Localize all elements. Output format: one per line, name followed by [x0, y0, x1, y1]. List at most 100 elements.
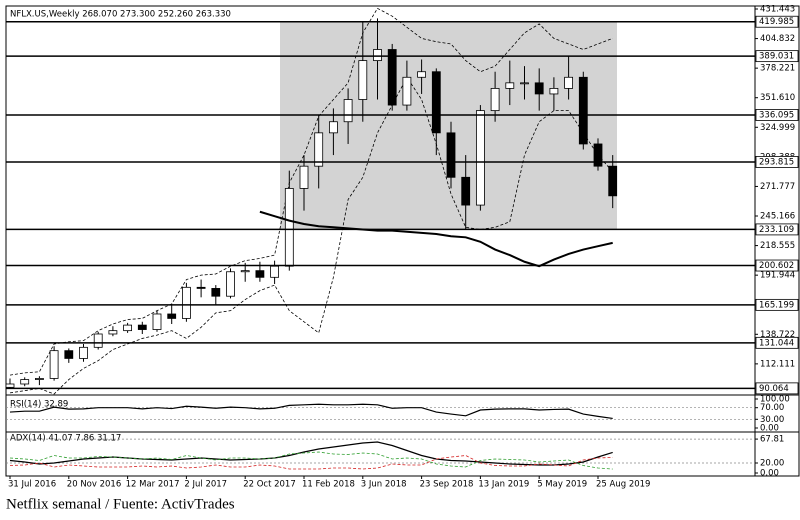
candle-body [328, 121, 338, 134]
x-tick-label: 12 Mar 2017 [126, 480, 180, 490]
y-tick-label: 218.555 [760, 241, 795, 251]
line-series [9, 76, 614, 395]
y-tick-label: 100.00 [760, 395, 790, 405]
x-tick-label: 22 Oct 2017 [243, 480, 296, 490]
candle-body [593, 143, 603, 167]
candle-body [240, 270, 250, 273]
x-tick-label: 20 Nov 2016 [67, 480, 121, 490]
candle-body [299, 165, 309, 189]
y-tick-label: 271.777 [760, 182, 795, 192]
level-label: 165.199 [759, 300, 794, 310]
level-label: 90.064 [759, 384, 789, 394]
candle-body [402, 76, 412, 106]
level-label-box [755, 259, 799, 272]
y-tick-label: 70.00 [760, 403, 784, 413]
level-label-box [755, 109, 799, 121]
candle-body [64, 350, 74, 359]
candle-body [475, 110, 485, 206]
line-series [9, 455, 613, 470]
candle-body [108, 330, 118, 335]
y-tick-label: 67.81 [760, 435, 784, 445]
level-label: 293.815 [759, 157, 794, 167]
y-tick-label: 324.999 [760, 123, 795, 133]
level-label: 389.031 [759, 52, 794, 62]
candle-body [123, 324, 132, 332]
y-tick-label: 0.00 [760, 469, 779, 479]
candle-body [534, 82, 544, 95]
candle-body [49, 350, 59, 379]
x-tick-label: 13 Jan 2019 [478, 480, 529, 490]
level-label-box [755, 336, 799, 349]
x-tick-label: 25 Aug 2019 [596, 480, 650, 490]
candle-body [446, 132, 456, 178]
x-tick-label: 23 Sep 2018 [420, 480, 474, 490]
candle-body [5, 383, 15, 388]
level-label-box [755, 156, 799, 168]
candle-body [343, 99, 353, 123]
x-tick-label: 5 May 2019 [537, 480, 587, 490]
candle-body [505, 82, 515, 89]
panel-title: NFLX.US,Weekly 268.070 273.300 252.260 2… [10, 10, 231, 20]
x-tick-label: 2 Jul 2017 [184, 480, 227, 490]
candle-body [196, 286, 206, 289]
line-series [9, 451, 613, 470]
candle-body [608, 165, 618, 197]
candle-body [578, 76, 588, 145]
candle-body [490, 87, 500, 112]
level-label: 233.109 [759, 225, 794, 235]
line-series [259, 210, 613, 268]
candle-body [181, 286, 191, 319]
candle-body [461, 176, 471, 206]
line-series [9, 7, 613, 376]
level-label: 131.044 [759, 338, 794, 348]
candle-body [373, 49, 382, 62]
candle-body [35, 378, 44, 380]
x-tick-label: 3 Jun 2018 [361, 480, 407, 490]
candle-body [564, 76, 573, 89]
level-label-box [755, 298, 799, 311]
level-label-box [755, 15, 799, 28]
candle-body [255, 270, 265, 278]
candle-body [520, 82, 529, 85]
candle-body [387, 49, 397, 106]
line-series [9, 403, 613, 420]
level-label-box [755, 382, 799, 395]
panel-title: RSI(14) 32.89 [10, 400, 68, 410]
candle-body [152, 313, 162, 330]
level-label: 200.602 [759, 261, 794, 271]
level-label-box [755, 50, 799, 63]
y-tick-label: 351.610 [760, 93, 795, 103]
y-tick-label: 112.111 [760, 359, 795, 369]
x-tick-label: 31 Jul 2016 [8, 480, 56, 490]
y-tick-label: 404.832 [760, 34, 795, 44]
candle-body [211, 288, 221, 297]
y-tick-label: 20.00 [760, 459, 784, 469]
y-tick-label: 378.221 [760, 64, 795, 74]
candle-body [79, 346, 88, 359]
candle-body [137, 324, 147, 330]
level-label: 419.985 [759, 17, 794, 27]
candle-body [20, 379, 30, 385]
panel-title: ADX(14) 41.07 7.86 31.17 [10, 434, 121, 444]
candle-body [314, 132, 324, 167]
candle-body [226, 271, 235, 297]
y-tick-label: 30.00 [760, 415, 784, 425]
caption: Netflix semanal / Fuente: ActivTrades [6, 496, 235, 512]
y-tick-label: 245.166 [760, 212, 795, 222]
y-tick-label: 0.00 [760, 424, 779, 434]
candle-body [549, 87, 559, 95]
y-tick-label: 138.722 [760, 330, 795, 340]
candle-body [284, 188, 294, 267]
candle-body [431, 71, 441, 134]
candle-body [93, 333, 103, 348]
y-tick-label: 431.443 [760, 5, 795, 15]
candle-body [270, 265, 280, 278]
level-label-box [755, 223, 799, 236]
candle-body [167, 313, 177, 319]
candle-body [358, 60, 368, 100]
x-tick-label: 11 Feb 2018 [302, 480, 355, 490]
level-label: 336.095 [759, 110, 794, 120]
y-tick-label: 191.944 [760, 271, 795, 281]
